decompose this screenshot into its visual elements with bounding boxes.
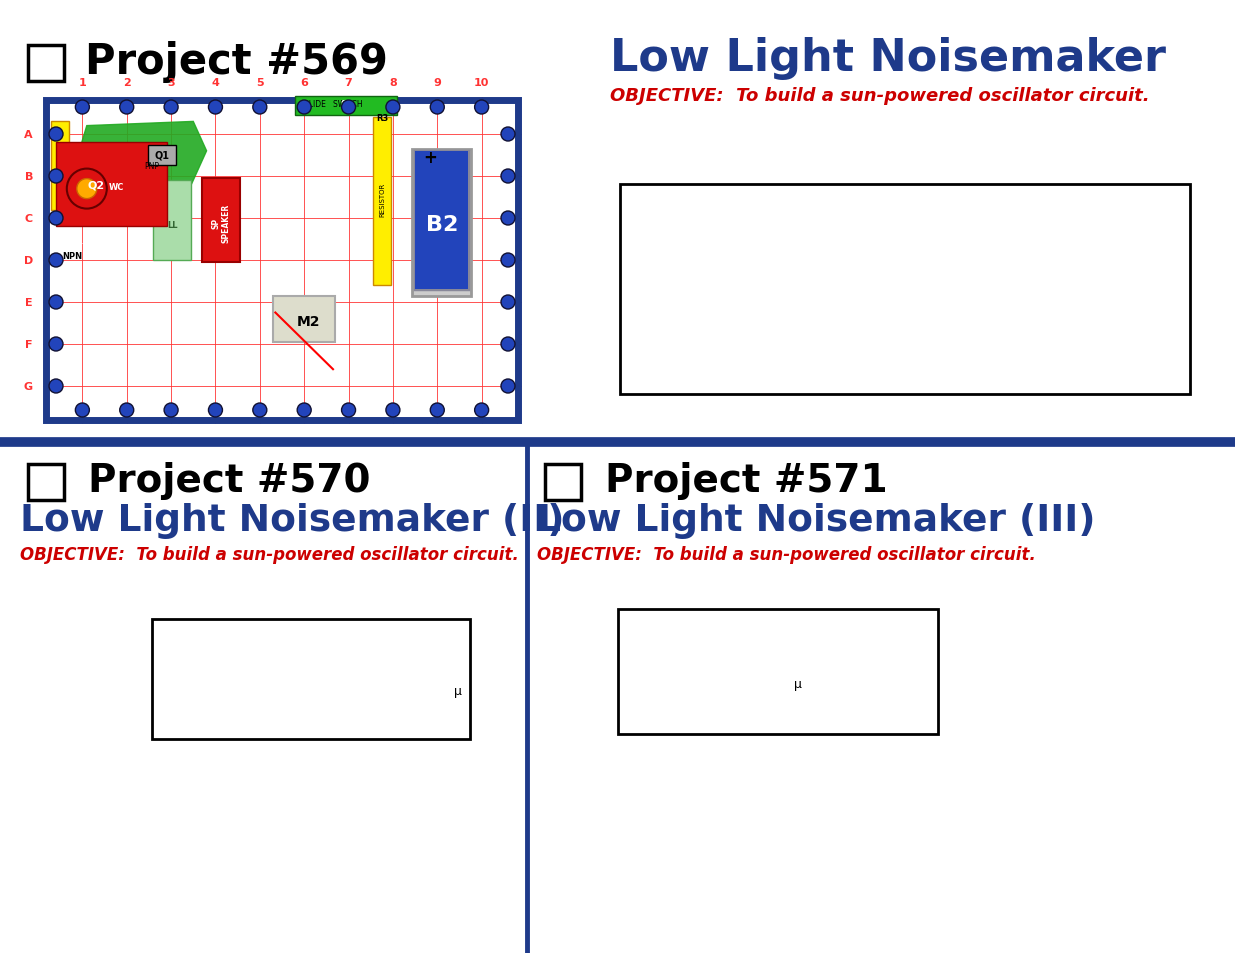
- Text: A: A: [25, 130, 33, 140]
- Circle shape: [501, 212, 515, 226]
- Text: 1: 1: [79, 78, 86, 88]
- Circle shape: [298, 101, 311, 115]
- Bar: [415, 152, 468, 290]
- Text: Low Light Noisemaker: Low Light Noisemaker: [610, 36, 1166, 79]
- Text: 2: 2: [122, 78, 131, 88]
- Text: 8: 8: [389, 78, 396, 88]
- Text: Low Light Noisemaker (II): Low Light Noisemaker (II): [20, 502, 564, 538]
- Circle shape: [49, 379, 63, 394]
- Text: OBJECTIVE:  To build a sun-powered oscillator circuit.: OBJECTIVE: To build a sun-powered oscill…: [20, 545, 519, 563]
- Circle shape: [474, 101, 489, 115]
- Bar: [153, 181, 191, 261]
- Text: +: +: [424, 149, 437, 167]
- Text: Q1: Q1: [154, 151, 169, 161]
- Text: SP
SPEAKER: SP SPEAKER: [211, 203, 231, 243]
- Circle shape: [253, 403, 267, 417]
- Circle shape: [298, 403, 311, 417]
- Text: RESISTOR: RESISTOR: [379, 183, 385, 217]
- Bar: [273, 296, 335, 342]
- Bar: [415, 152, 468, 290]
- Text: 4: 4: [211, 78, 220, 88]
- Circle shape: [49, 337, 63, 352]
- Bar: [545, 464, 580, 500]
- Text: Project #570: Project #570: [88, 461, 370, 499]
- Text: M2: M2: [296, 314, 320, 329]
- Text: Q2: Q2: [88, 180, 104, 191]
- Bar: [52, 122, 69, 211]
- Bar: [148, 146, 177, 166]
- Circle shape: [253, 101, 267, 115]
- Circle shape: [164, 403, 178, 417]
- Circle shape: [501, 295, 515, 310]
- Text: OBJECTIVE:  To build a sun-powered oscillator circuit.: OBJECTIVE: To build a sun-powered oscill…: [537, 545, 1036, 563]
- Bar: [620, 185, 1191, 395]
- Bar: [373, 118, 391, 286]
- Bar: [28, 46, 64, 82]
- Text: E: E: [26, 297, 33, 308]
- Text: WHISTLE CHIP: WHISTLE CHIP: [61, 239, 105, 244]
- Circle shape: [342, 101, 356, 115]
- Circle shape: [67, 170, 106, 210]
- Text: WC: WC: [109, 183, 125, 192]
- Text: D: D: [23, 255, 33, 266]
- Circle shape: [120, 101, 133, 115]
- Circle shape: [342, 403, 356, 417]
- Text: Low Light Noisemaker (III): Low Light Noisemaker (III): [537, 502, 1095, 538]
- Circle shape: [430, 101, 445, 115]
- Circle shape: [49, 295, 63, 310]
- Polygon shape: [78, 122, 206, 214]
- Circle shape: [501, 170, 515, 184]
- Circle shape: [49, 253, 63, 268]
- Text: S1: S1: [340, 100, 353, 110]
- Circle shape: [385, 101, 400, 115]
- Circle shape: [77, 179, 96, 199]
- Circle shape: [474, 403, 489, 417]
- Text: PNP: PNP: [144, 162, 159, 171]
- Text: F: F: [26, 339, 33, 350]
- Text: RESISTOR: RESISTOR: [57, 147, 63, 181]
- Text: μ: μ: [454, 685, 462, 698]
- Text: 10: 10: [474, 78, 489, 88]
- Bar: [46, 101, 517, 420]
- Text: Project #571: Project #571: [605, 461, 888, 499]
- Bar: [203, 179, 240, 263]
- Bar: [56, 143, 167, 227]
- Text: 3: 3: [167, 78, 175, 88]
- Text: Project #569: Project #569: [85, 41, 388, 83]
- Bar: [152, 619, 471, 740]
- Circle shape: [49, 212, 63, 226]
- Circle shape: [209, 101, 222, 115]
- Text: 7: 7: [345, 78, 352, 88]
- Circle shape: [430, 403, 445, 417]
- Text: 6: 6: [300, 78, 308, 88]
- Text: B2: B2: [426, 215, 458, 235]
- Circle shape: [49, 128, 63, 142]
- Text: C: C: [25, 213, 33, 224]
- Text: NPN: NPN: [63, 252, 83, 261]
- Circle shape: [209, 403, 222, 417]
- Text: μ: μ: [794, 678, 802, 690]
- Circle shape: [164, 101, 178, 115]
- Text: G: G: [23, 381, 33, 392]
- Circle shape: [501, 253, 515, 268]
- Circle shape: [120, 403, 133, 417]
- Circle shape: [75, 101, 89, 115]
- Bar: [411, 150, 472, 296]
- Circle shape: [385, 403, 400, 417]
- Text: OBJECTIVE:  To build a sun-powered oscillator circuit.: OBJECTIVE: To build a sun-powered oscill…: [610, 87, 1150, 105]
- Bar: [295, 97, 398, 116]
- Circle shape: [49, 170, 63, 184]
- Text: R3: R3: [375, 113, 388, 123]
- Text: 5: 5: [256, 78, 263, 88]
- Text: B: B: [25, 172, 33, 182]
- Circle shape: [501, 337, 515, 352]
- Text: 9: 9: [433, 78, 441, 88]
- Circle shape: [75, 403, 89, 417]
- Circle shape: [501, 379, 515, 394]
- Text: LL: LL: [167, 220, 178, 230]
- Text: SLIDE   SWITCH: SLIDE SWITCH: [304, 100, 363, 110]
- Circle shape: [501, 128, 515, 142]
- Bar: [28, 464, 64, 500]
- Bar: [618, 609, 939, 734]
